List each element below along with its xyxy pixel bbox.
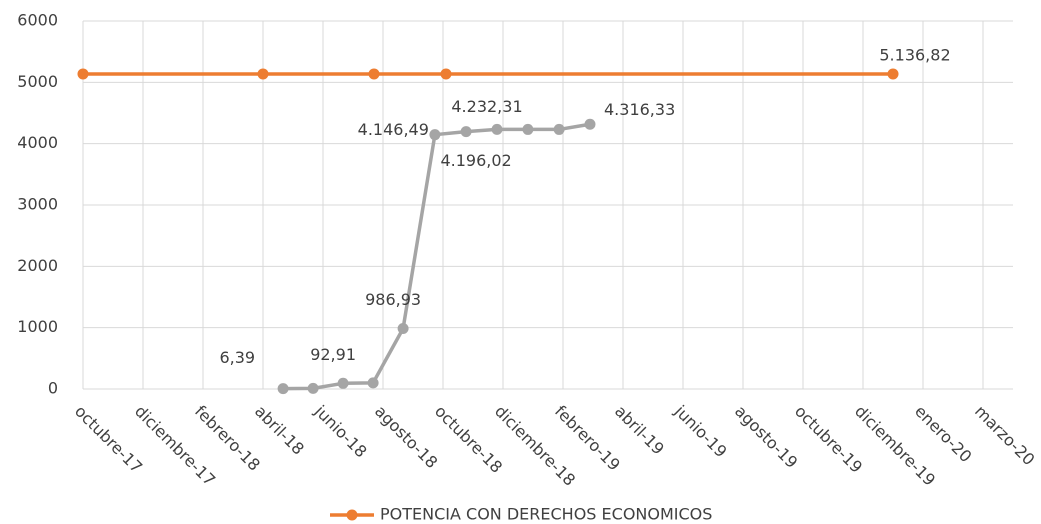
data-point (429, 129, 441, 141)
data-point (584, 118, 596, 130)
data-point (553, 123, 565, 135)
data-label: 92,91 (310, 345, 356, 364)
x-tick-label: agosto-18 (371, 402, 441, 472)
x-tick-label: agosto-19 (731, 402, 801, 472)
y-tick-label: 6000 (17, 11, 58, 30)
x-tick-label: junio-19 (670, 401, 730, 461)
data-point (257, 68, 269, 80)
y-tick-label: 3000 (17, 195, 58, 214)
x-tick-label: abril-19 (611, 402, 668, 459)
data-point (277, 383, 289, 395)
y-tick-label: 0 (48, 379, 58, 398)
data-point (77, 68, 89, 80)
data-label: 6,39 (219, 348, 255, 367)
data-label: 4.316,33 (604, 100, 675, 119)
data-label: 4.146,49 (358, 120, 429, 139)
y-tick-label: 5000 (17, 72, 58, 91)
data-point (887, 68, 899, 80)
data-label: 5.136,82 (879, 45, 950, 64)
y-tick-label: 1000 (17, 317, 58, 336)
data-label: 4.196,02 (440, 151, 511, 170)
data-point (522, 123, 534, 135)
data-point (460, 126, 472, 138)
data-point (440, 68, 452, 80)
data-point (397, 322, 409, 334)
x-tick-label: junio-18 (310, 401, 370, 461)
legend-marker (346, 509, 358, 521)
data-point (368, 68, 380, 80)
y-tick-label: 4000 (17, 133, 58, 152)
y-tick-label: 2000 (17, 256, 58, 275)
x-tick-label: marzo-20 (971, 402, 1039, 470)
data-point (367, 377, 379, 389)
legend-label: POTENCIA CON DERECHOS ECONOMICOS (380, 505, 712, 524)
data-point (307, 382, 319, 394)
data-point (337, 377, 349, 389)
data-label: 4.232,31 (451, 97, 522, 116)
x-tick-label: abril-18 (251, 402, 308, 459)
data-point (491, 123, 503, 135)
data-label: 986,93 (365, 290, 421, 309)
